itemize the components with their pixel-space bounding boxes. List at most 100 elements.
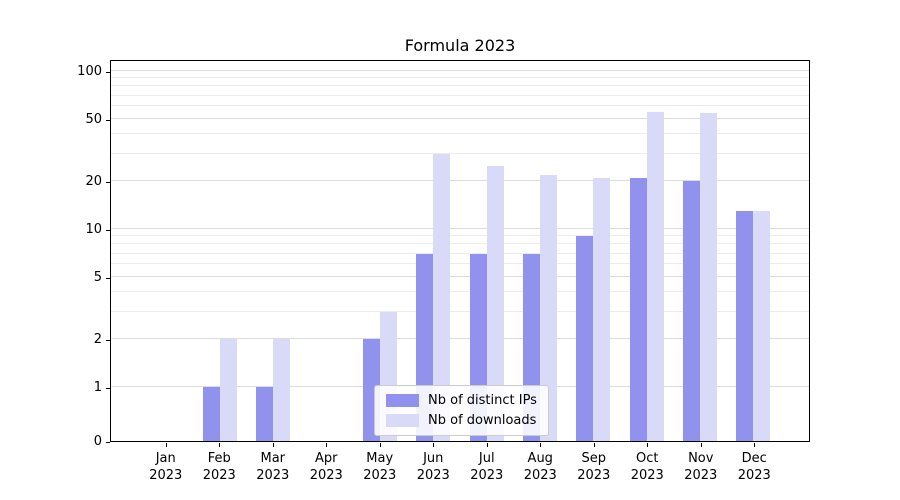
x-tick-mark [754, 443, 756, 447]
x-tick-mark [433, 443, 435, 447]
x-tick-month: Jul [478, 451, 495, 466]
major-gridline [111, 180, 809, 182]
x-tick-label: Dec 2023 [728, 450, 782, 484]
minor-gridline [111, 77, 809, 79]
bar-group [727, 61, 780, 441]
bar-group [620, 61, 673, 441]
x-tick-label: Sep 2023 [567, 450, 621, 484]
minor-gridline [111, 85, 809, 87]
x-tick-year: 2023 [149, 468, 183, 483]
x-tick-label: Feb 2023 [193, 450, 247, 484]
bar-group [673, 61, 726, 441]
x-tick-label: Jun 2023 [407, 450, 461, 484]
legend: Nb of distinct IPs Nb of downloads [374, 385, 549, 436]
y-tick-mark [106, 230, 110, 231]
x-tick-mark [326, 443, 328, 447]
x-tick-year: 2023 [684, 468, 718, 483]
minor-gridline [111, 152, 809, 154]
bar-nb-of-downloads [219, 339, 237, 441]
x-tick-month: May [366, 451, 394, 466]
legend-item-distinct-ips: Nb of distinct IPs [386, 393, 537, 408]
x-tick-month: Jun [423, 451, 444, 466]
minor-gridline [111, 310, 809, 312]
legend-label-downloads: Nb of downloads [428, 413, 537, 428]
x-tick-month: Oct [636, 451, 659, 466]
x-tick-year: 2023 [202, 468, 236, 483]
bar-nb-of-distinct-ips [736, 211, 754, 441]
x-tick-label: Oct 2023 [621, 450, 675, 484]
minor-gridline [111, 290, 809, 292]
x-tick-year: 2023 [256, 468, 290, 483]
x-tick-year: 2023 [363, 468, 397, 483]
bar-group [300, 61, 353, 441]
x-tick-year: 2023 [630, 468, 664, 483]
bar-nb-of-downloads [273, 339, 291, 441]
x-tick-mark [593, 443, 595, 447]
x-tick-label: Apr 2023 [300, 450, 354, 484]
x-tick-mark [540, 443, 542, 447]
bar-nb-of-distinct-ips [629, 178, 647, 441]
bar-group [567, 61, 620, 441]
minor-gridline [111, 252, 809, 254]
x-tick-month: Jan [155, 451, 176, 466]
legend-label-distinct-ips: Nb of distinct IPs [428, 393, 537, 408]
major-gridline [111, 228, 809, 229]
x-tick-year: 2023 [737, 468, 771, 483]
x-tick-mark [647, 443, 649, 447]
plot-area: Nb of distinct IPs Nb of downloads [110, 60, 810, 442]
bar-group [513, 61, 566, 441]
x-tick-mark [379, 443, 381, 447]
bar-group [460, 61, 513, 441]
major-gridline [111, 275, 809, 277]
bar-nb-of-downloads [486, 166, 504, 441]
x-tick-month: Sep [581, 451, 606, 466]
minor-gridline [111, 94, 809, 96]
x-tick-label: Jan 2023 [139, 450, 193, 484]
x-tick-month: Feb [207, 451, 231, 466]
bar-nb-of-distinct-ips [202, 387, 220, 441]
x-tick-label: Mar 2023 [246, 450, 300, 484]
x-tick-label: May 2023 [353, 450, 407, 484]
y-tick-mark [106, 442, 110, 443]
y-tick-mark [106, 119, 110, 121]
minor-gridline [111, 235, 809, 237]
y-tick-label: 1 [93, 380, 102, 395]
bar-nb-of-downloads [753, 211, 771, 441]
bar-nb-of-downloads [539, 174, 557, 441]
legend-swatch-distinct-ips [386, 394, 419, 407]
bar-group [353, 61, 406, 441]
x-tick-label: Nov 2023 [674, 450, 728, 484]
x-tick-month: Aug [527, 451, 553, 466]
bar-nb-of-distinct-ips [256, 387, 274, 441]
x-tick-month: Nov [688, 451, 714, 466]
x-tick-month: Mar [260, 451, 286, 466]
x-tick-mark [700, 443, 702, 447]
y-tick-label: 5 [93, 269, 102, 285]
x-tick-label: Aug 2023 [514, 450, 568, 484]
chart-title: Formula 2023 [404, 36, 516, 55]
major-gridline [111, 70, 809, 71]
x-tick-month: Apr [315, 451, 338, 466]
bar-nb-of-downloads [646, 112, 664, 441]
y-tick-mark [106, 340, 110, 342]
y-tick-mark [106, 182, 110, 184]
x-tick-mark [165, 443, 167, 447]
x-tick-mark [219, 443, 221, 447]
x-tick-mark [486, 443, 488, 447]
major-gridline [111, 338, 809, 340]
bar-nb-of-downloads [699, 113, 717, 441]
y-tick-mark [106, 72, 110, 73]
x-tick-year: 2023 [309, 468, 343, 483]
bar-group [193, 61, 246, 441]
bar-group [247, 61, 300, 441]
bar-group [407, 61, 460, 441]
x-tick-year: 2023 [577, 468, 611, 483]
x-tick-year: 2023 [416, 468, 450, 483]
legend-swatch-downloads [386, 414, 419, 427]
bar-nb-of-distinct-ips [682, 181, 700, 441]
y-tick-mark [106, 388, 110, 389]
bar-nb-of-downloads [433, 153, 451, 441]
bar-group [140, 61, 193, 441]
major-gridline [111, 117, 809, 119]
